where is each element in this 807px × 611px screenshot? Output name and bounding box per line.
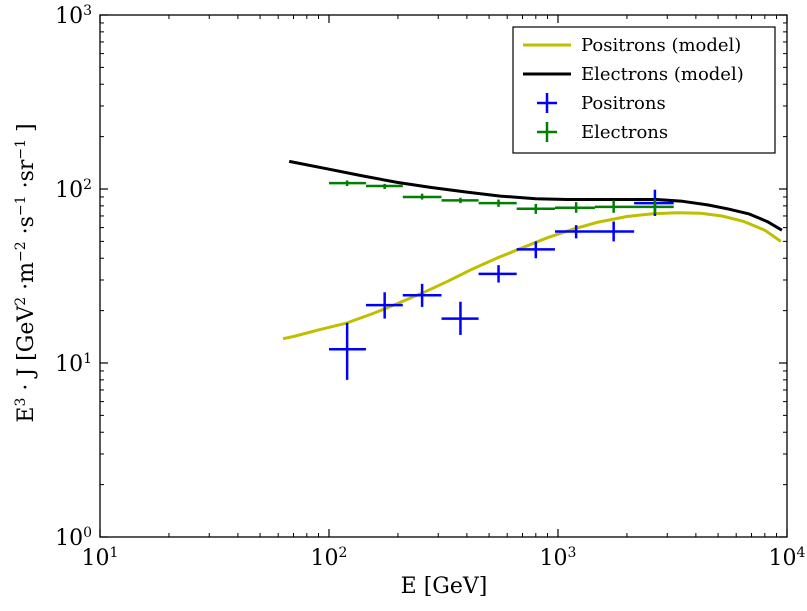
y-tick-label: 103 [55, 3, 92, 29]
series-positrons [329, 189, 674, 380]
positrons-point [441, 301, 479, 335]
electrons-point [478, 199, 517, 207]
positrons-point [329, 322, 366, 380]
electrons-point [402, 193, 442, 200]
y-axis-label-exponent: 2 [13, 297, 29, 306]
x-tick-label: 101 [82, 545, 119, 571]
legend-label: Positrons [581, 93, 666, 114]
electrons-point [554, 202, 595, 213]
legend-label: Electrons [581, 122, 668, 143]
y-axis-label-part: ·m [14, 262, 39, 297]
electrons-point [634, 199, 674, 214]
plot-area [282, 159, 783, 380]
y-axis-label-part: ·s [14, 216, 39, 241]
y-axis-label-part: · J [GeV [14, 305, 39, 398]
y-tick-label: 100 [55, 525, 92, 551]
x-axis-label: E [GeV] [401, 574, 488, 599]
electrons-point [365, 183, 403, 189]
legend: Positrons (model) Electrons (model) Positr… [512, 26, 776, 154]
positrons-point [402, 283, 442, 307]
electrons-point [329, 180, 366, 187]
positrons-point [594, 221, 635, 242]
plot-frame [99, 14, 788, 538]
y-axis-label-exponent: 3 [13, 398, 29, 407]
x-tick-label: 102 [311, 545, 348, 571]
legend-item: Electrons (model) [523, 64, 744, 85]
legend-label: Electrons (model) [581, 64, 744, 85]
y-axis-label: E3 · J [GeV2 ·m−2 ·s−1 ·sr−1 ] [13, 123, 39, 422]
y-axis-label-exponent: −2 [13, 241, 29, 262]
electrons-model-line [288, 159, 783, 232]
electrons-point [516, 203, 555, 214]
legend-item: Positrons (model) [523, 35, 741, 56]
y-axis-label-part: ] [14, 123, 39, 139]
positrons-point [478, 265, 517, 283]
series-electrons-model [288, 159, 783, 232]
series-electrons [329, 180, 674, 214]
y-axis-label-exponent: −1 [13, 195, 29, 216]
electrons-point [441, 197, 479, 204]
y-axis-label-part: ·sr [14, 159, 39, 195]
positrons-point [554, 225, 595, 239]
x-tick-label: 104 [769, 545, 806, 571]
y-tick-label: 102 [55, 177, 92, 203]
y-axis-label-part: E [14, 407, 39, 423]
legend-label: Positrons (model) [581, 35, 741, 56]
electrons-point [594, 200, 635, 213]
y-axis-label-exponent: −1 [13, 139, 29, 160]
positrons-point [516, 241, 555, 259]
y-tick-label: 101 [55, 351, 92, 377]
legend-item: Electrons [537, 122, 668, 143]
x-tick-label: 103 [540, 545, 577, 571]
legend-item: Positrons [537, 93, 666, 114]
positrons-point [365, 292, 403, 319]
